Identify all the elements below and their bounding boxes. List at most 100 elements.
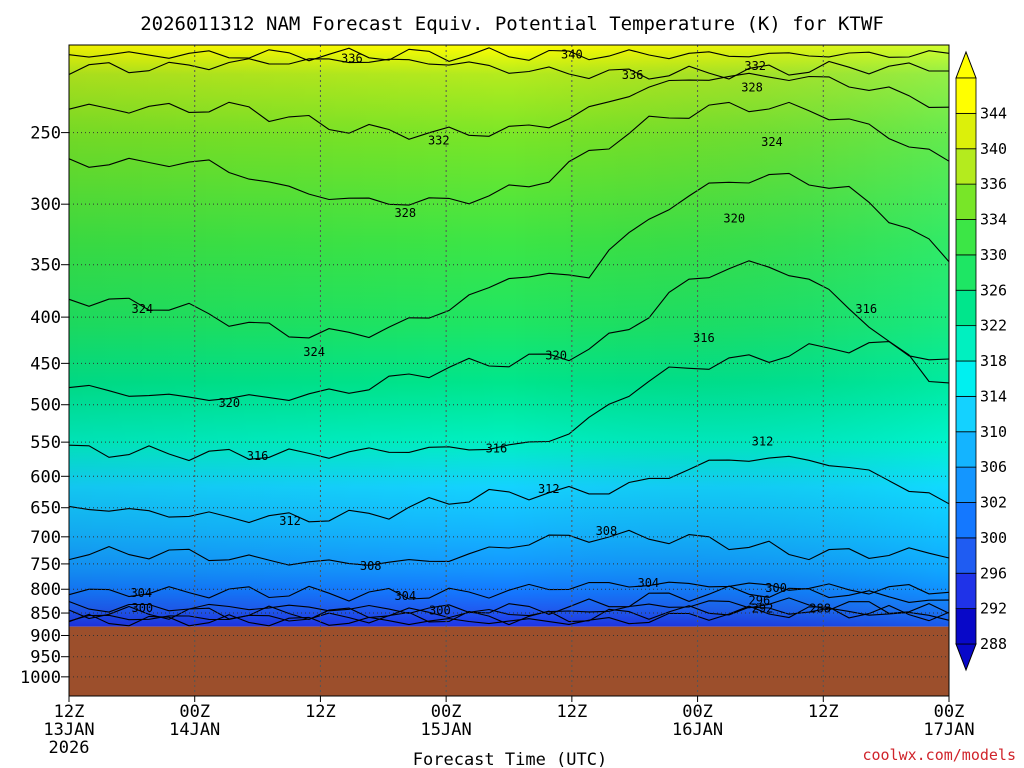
y-tick-label: 700 [30, 528, 61, 548]
y-tick-label: 800 [30, 580, 61, 600]
contour-label: 316 [247, 449, 269, 463]
plot-frame [68, 44, 950, 697]
colorbar-label: 322 [980, 317, 1007, 335]
contour-label: 296 [749, 593, 771, 607]
contour-line [68, 604, 950, 627]
contour-label: 300 [429, 603, 451, 617]
colorbar-bottom-arrow [955, 643, 977, 672]
contour-label: 332 [744, 59, 766, 73]
y-tick-label: 300 [30, 195, 61, 215]
colorbar-top-arrow [955, 50, 977, 79]
contour-line [68, 172, 950, 339]
contour-label: 316 [486, 442, 508, 456]
colorbar-label: 336 [980, 175, 1007, 193]
x-tick-label: 00Z [179, 702, 210, 722]
colorbar-label: 340 [980, 140, 1007, 158]
contour-line [68, 47, 950, 62]
colorbar-label: 300 [980, 529, 1007, 547]
contour-label: 308 [360, 559, 382, 573]
contour-line [68, 585, 950, 615]
contour-label: 328 [394, 206, 416, 220]
contour-label: 320 [218, 396, 240, 410]
colorbar-label: 330 [980, 246, 1007, 264]
colorbar-swatch [955, 466, 977, 503]
x-tick-label: 16JAN [672, 720, 723, 740]
contour-label: 320 [545, 348, 567, 362]
x-tick-label: 00Z [431, 702, 462, 722]
colorbar-label: 334 [980, 211, 1007, 229]
colorbar-swatch [955, 502, 977, 539]
x-tick-label: 15JAN [421, 720, 472, 740]
y-tick-label: 350 [30, 256, 61, 276]
colorbar-label: 306 [980, 458, 1007, 476]
contour-label: 304 [394, 589, 416, 603]
y-tick-label: 250 [30, 124, 61, 144]
contour-label: 316 [855, 302, 877, 316]
y-axis: 2503003504004505005506006507007508008509… [20, 124, 69, 688]
y-tick-label: 550 [30, 433, 61, 453]
contour-label: 320 [723, 211, 745, 225]
x-tick-label: 12Z [305, 702, 336, 722]
y-tick-label: 450 [30, 354, 61, 374]
contour-lines [68, 47, 950, 627]
chart-title: 2026011312 NAM Forecast Equiv. Potential… [140, 13, 884, 35]
colorbar-swatch [955, 325, 977, 362]
colorbar-label: 318 [980, 352, 1007, 370]
x-tick-label: 12Z [808, 702, 839, 722]
colorbar-swatch [955, 572, 977, 610]
y-tick-label: 950 [30, 648, 61, 668]
x-tick-label: 00Z [934, 702, 965, 722]
contour-label: 340 [561, 48, 583, 62]
contour-label: 312 [279, 514, 301, 528]
grid-lines [68, 45, 950, 696]
y-tick-label: 850 [30, 604, 61, 624]
colorbar-swatch [955, 183, 977, 220]
colorbar: 288 292 296 300 302 306 310 314 318 322 326 330 334 3… [955, 50, 1007, 672]
colorbar-label: 326 [980, 281, 1007, 299]
contour-line [68, 101, 950, 206]
contour-label: 324 [131, 302, 153, 316]
colorbar-swatch [955, 431, 977, 468]
x-tick-label: 12Z [54, 702, 85, 722]
contour-label: 308 [596, 524, 618, 538]
contour-line [68, 58, 949, 80]
contour-label: 336 [341, 52, 363, 66]
colorbar-label: 292 [980, 600, 1007, 618]
contour-line [68, 341, 950, 462]
contour-line [68, 597, 950, 621]
contour-line [68, 605, 950, 626]
contour-label: 324 [303, 345, 325, 359]
y-tick-label: 900 [30, 626, 61, 646]
colorbar-swatch [955, 608, 977, 645]
contour-label: 312 [538, 482, 560, 496]
plot-area: 336 340 336 332 328 332 324 328 320 324 324 320 316 3… [68, 44, 950, 697]
contour-label: 312 [752, 434, 774, 448]
colorbar-swatch [955, 289, 977, 327]
contour-line [68, 72, 950, 140]
contour-label: 336 [622, 68, 644, 82]
colorbar-label: 310 [980, 423, 1007, 441]
y-tick-label: 600 [30, 467, 61, 487]
colorbar-label: 288 [980, 635, 1007, 653]
colorbar-swatch [955, 219, 977, 256]
colorbar-swatch [955, 537, 977, 574]
credit-text: coolwx.com/models [862, 746, 1016, 764]
contour-line [68, 529, 950, 566]
colorbar-swatch [955, 395, 977, 433]
colorbar-swatch [955, 148, 977, 185]
y-tick-label: 1000 [20, 668, 61, 688]
contour-label: 328 [741, 81, 763, 95]
contour-label: 300 [765, 581, 787, 595]
contour-label: 292 [752, 601, 774, 615]
x-tick-label: 17JAN [923, 720, 974, 740]
y-tick-label: 650 [30, 499, 61, 519]
y-tick-label: 400 [30, 308, 61, 328]
x-tick-label: 14JAN [169, 720, 220, 740]
contour-label: 300 [131, 601, 153, 615]
contour-label: 324 [761, 135, 783, 149]
colorbar-swatch [955, 254, 977, 291]
x-tick-label: 13JAN [43, 720, 94, 740]
contour-label: 304 [130, 586, 152, 600]
contour-labels: 336 340 336 332 328 332 324 328 320 324 324 320 316 3… [130, 48, 877, 618]
